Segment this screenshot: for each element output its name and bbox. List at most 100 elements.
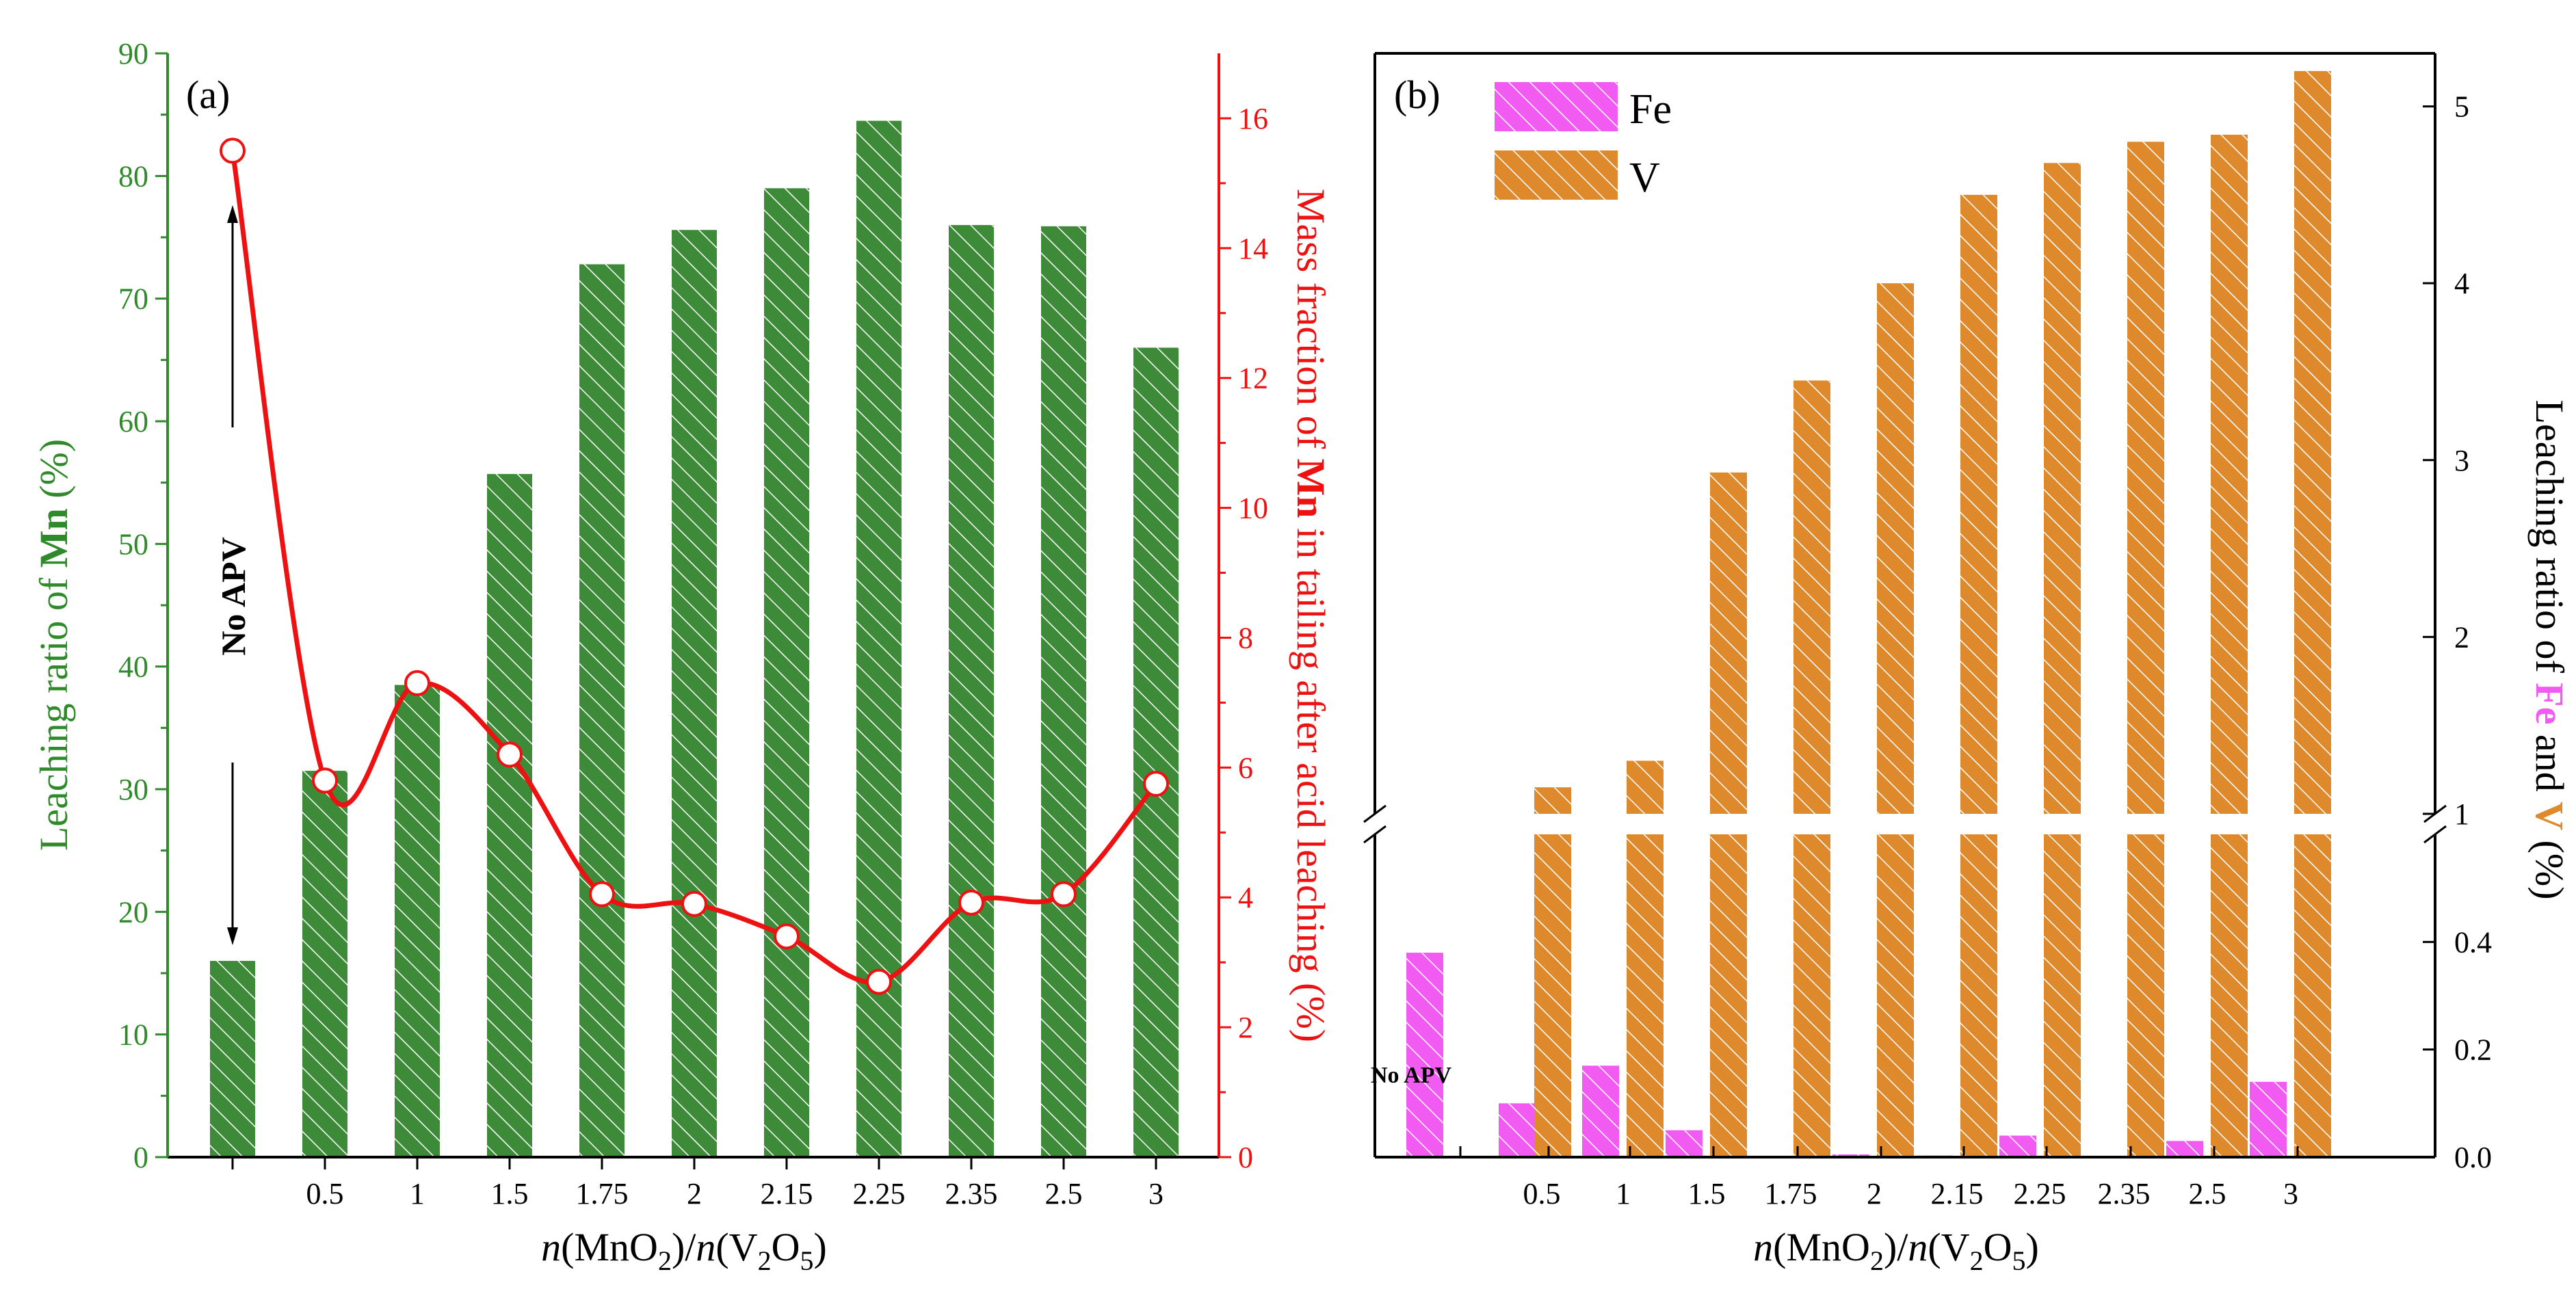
b-v-bar-upper-hatch-7 — [2044, 163, 2081, 814]
b-x-tick-label-10: 3 — [2283, 1177, 2298, 1210]
a-mn-bar-hatch-3 — [487, 474, 532, 1157]
b-break-mark-bottom-1 — [2423, 825, 2447, 844]
b-fe-bar-hatch-9 — [2166, 1141, 2203, 1157]
a-right-tick-label-2: 4 — [1238, 881, 1253, 914]
b-x-tick-label-3: 1.5 — [1688, 1177, 1726, 1210]
b-v-bar-upper-hatch-6 — [1960, 194, 1997, 814]
b-lower-tick-label-0: 0.0 — [2454, 1141, 2492, 1174]
a-mn-bar-hatch-1 — [302, 771, 347, 1157]
legend-fe-swatch-hatch — [1495, 82, 1618, 131]
a-mn-bar-hatch-10 — [1133, 347, 1179, 1157]
b-v-bar-upper-hatch-1 — [1534, 787, 1571, 814]
b-v-bar-lower-hatch-10 — [2294, 834, 2331, 1157]
a-left-tick-label-0: 0 — [133, 1141, 148, 1174]
a-no-apv-annotation: No APV — [214, 205, 252, 945]
a-mn-bar-hatch-6 — [764, 188, 809, 1158]
a-x-tick-label-1: 0.5 — [306, 1177, 344, 1210]
a-axes — [155, 52, 1231, 1169]
a-left-axis-title: Leaching ratio of Mn (%) — [31, 439, 76, 851]
a-left-tick-labels: 0 10 20 30 40 50 60 70 80 90 — [118, 37, 148, 1174]
b-x-tick-label-9: 2.5 — [2189, 1177, 2226, 1210]
a-mass-point-5 — [681, 890, 707, 917]
b-x-tick-label-4: 1.75 — [1765, 1177, 1817, 1210]
b-right-tick-labels: 0.0 0.2 0.4 1 2 3 4 5 — [2454, 90, 2492, 1174]
b-fe-bar-hatch-0 — [1406, 953, 1443, 1157]
a-panel-label: (a) — [186, 72, 230, 117]
a-x-tick-label-3: 1.5 — [491, 1177, 529, 1210]
b-fe-bar-hatch-10 — [2250, 1081, 2287, 1157]
b-lower-tick-label-2: 0.4 — [2454, 925, 2492, 959]
a-left-tick-label-8: 80 — [118, 159, 148, 193]
a-right-tick-labels: 0 2 4 6 8 10 12 14 16 — [1238, 102, 1268, 1174]
b-upper-tick-label-1: 2 — [2454, 620, 2469, 654]
a-mass-point-9 — [1051, 881, 1077, 908]
a-right-tick-label-0: 0 — [1238, 1141, 1253, 1174]
panel-a-chart: 0.5 1 1.5 1.75 2 2.15 2.25 2.35 2.5 3 01020304050… — [31, 37, 1333, 1276]
b-x-axis-title: n(MnO2)/n(V2O5) — [1753, 1225, 2039, 1276]
a-left-tick-label-6: 60 — [118, 405, 148, 438]
b-v-bar-lower-hatch-9 — [2211, 834, 2248, 1157]
b-fe-bar-hatch-7 — [1999, 1135, 2036, 1157]
b-v-bar-lower-hatch-1 — [1534, 834, 1571, 1157]
a-right-tick-label-7: 14 — [1238, 232, 1268, 265]
a-right-tick-label-8: 16 — [1238, 102, 1268, 135]
b-v-bar-lower-hatch-4 — [1793, 834, 1830, 1157]
b-x-tick-label-7: 2.25 — [2014, 1177, 2066, 1210]
a-left-tick-label-3: 30 — [118, 773, 148, 806]
a-mass-point-0 — [220, 137, 246, 164]
a-x-tick-label-6: 2.15 — [761, 1177, 813, 1210]
a-right-tick-label-1: 2 — [1238, 1011, 1253, 1044]
b-fe-v-bars — [1406, 70, 2331, 1157]
b-x-tick-label-8: 2.35 — [2098, 1177, 2151, 1210]
b-break-mark-top-0 — [1363, 804, 1386, 823]
a-left-tick-label-1: 10 — [118, 1018, 148, 1052]
a-mass-point-7 — [866, 968, 892, 995]
b-v-bar-upper-hatch-9 — [2211, 134, 2248, 815]
b-v-bar-upper-hatch-3 — [1710, 472, 1747, 814]
a-right-axis-title: Mass fraction of Mn in tailing after aci… — [1289, 189, 1333, 1042]
a-mn-bars — [210, 120, 1179, 1158]
b-fe-bar-hatch-3 — [1666, 1130, 1703, 1157]
a-left-tick-label-7: 70 — [118, 282, 148, 316]
legend-v-swatch-hatch — [1495, 150, 1618, 200]
b-v-bar-lower-hatch-8 — [2127, 834, 2164, 1157]
b-upper-tick-label-4: 5 — [2454, 90, 2469, 124]
a-x-tick-label-8: 2.35 — [945, 1177, 998, 1210]
a-mn-bar-hatch-5 — [672, 230, 717, 1157]
b-fe-bar-hatch-2 — [1582, 1065, 1619, 1157]
a-mn-bar-hatch-2 — [395, 685, 440, 1157]
legend-v-label: V — [1629, 155, 1660, 201]
b-v-bar-upper-hatch-10 — [2294, 70, 2331, 814]
a-annotation-arrowhead-up — [227, 205, 238, 223]
a-right-tick-label-6: 12 — [1238, 362, 1268, 395]
a-mn-bar-hatch-7 — [856, 120, 902, 1158]
a-mn-bar-hatch-4 — [579, 264, 625, 1157]
a-left-tick-label-4: 40 — [118, 650, 148, 684]
b-v-bar-lower-hatch-5 — [1877, 834, 1914, 1157]
a-x-tick-label-10: 3 — [1148, 1177, 1164, 1210]
b-fe-bar-hatch-1 — [1499, 1103, 1536, 1157]
b-v-bar-lower-hatch-7 — [2044, 834, 2081, 1157]
b-no-apv-text: No APV — [1371, 1063, 1452, 1088]
a-right-tick-label-4: 8 — [1238, 621, 1253, 654]
b-upper-tick-label-2: 3 — [2454, 444, 2469, 477]
a-mn-bar-hatch-8 — [949, 225, 994, 1158]
b-v-bar-upper-hatch-8 — [2127, 142, 2164, 815]
a-mn-bar-hatch-9 — [1041, 226, 1086, 1157]
b-panel-label: (b) — [1394, 72, 1441, 117]
a-mass-point-2 — [404, 670, 430, 696]
a-x-tick-label-9: 2.5 — [1045, 1177, 1083, 1210]
b-upper-tick-label-3: 4 — [2454, 267, 2469, 300]
b-v-bar-lower-hatch-2 — [1627, 834, 1664, 1157]
b-lower-tick-label-1: 0.2 — [2454, 1033, 2492, 1067]
a-x-tick-label-4: 1.75 — [576, 1177, 629, 1210]
a-mass-point-1 — [312, 767, 338, 794]
b-x-tick-label-2: 1 — [1616, 1177, 1631, 1210]
a-right-tick-label-5: 10 — [1238, 492, 1268, 525]
panel-b-chart: 0.5 1 1.5 1.75 2 2.15 2.25 2.35 2.5 3 0.0 0.2 0.4 1 2… — [1363, 52, 2572, 1276]
a-mass-point-6 — [774, 923, 800, 950]
b-legend: Fe V — [1495, 82, 1672, 201]
b-v-bar-lower-hatch-3 — [1710, 834, 1747, 1157]
